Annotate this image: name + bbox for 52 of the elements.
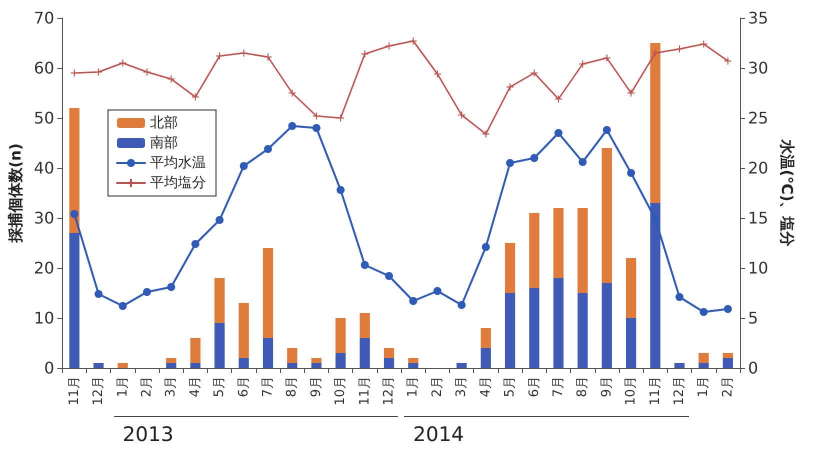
- y-tick-label: 70: [34, 8, 54, 28]
- x-tick-label: 12月: [382, 376, 397, 406]
- x-tick-label: 2月: [139, 376, 154, 398]
- x-tick-label: 2月: [430, 376, 445, 398]
- x-tick-label: 1月: [406, 376, 421, 398]
- x-tick-label: 2月: [720, 376, 736, 398]
- legend-label: 北部: [150, 115, 178, 131]
- x-tick-label: 10月: [333, 376, 348, 406]
- y2-tick-label: 0: [748, 358, 758, 378]
- x-tick-label: 6月: [526, 376, 542, 398]
- y-tick-label: 20: [34, 258, 54, 278]
- y2-axis-title: 水温(℃)、塩分: [778, 138, 796, 248]
- x-tick-label: 12月: [672, 376, 687, 406]
- y-axis-title: 採捕個体数(n): [6, 143, 24, 244]
- y-tick-label: 10: [34, 308, 54, 328]
- x-tick-label: 11月: [66, 376, 82, 406]
- x-tick-label: 1月: [696, 376, 712, 398]
- x-tick-label: 12月: [91, 376, 106, 406]
- x-tick-label: 9月: [308, 376, 324, 398]
- x-tick-label: 7月: [550, 376, 566, 398]
- y2-tick-label: 25: [748, 108, 768, 128]
- y2-tick-label: 35: [748, 8, 768, 28]
- y-tick-label: 40: [34, 158, 54, 178]
- x-tick-label: 4月: [478, 376, 494, 398]
- text: 2013: [122, 422, 174, 446]
- x-tick-label: 6月: [236, 376, 252, 398]
- legend-label: 南部: [150, 135, 178, 151]
- y-tick-label: 30: [34, 208, 54, 228]
- y-tick-label: 0: [44, 358, 54, 378]
- x-tick-label: 3月: [454, 376, 470, 398]
- x-tick-label: 9月: [599, 376, 614, 398]
- x-tick-label: 5月: [502, 376, 518, 398]
- x-tick-label: 8月: [575, 376, 590, 398]
- y2-tick-label: 5: [748, 308, 758, 328]
- y-tick-label: 60: [34, 58, 54, 78]
- x-tick-label: 11月: [357, 376, 372, 406]
- y2-tick-label: 10: [748, 258, 768, 278]
- x-tick-label: 3月: [164, 376, 179, 398]
- x-tick-label: 8月: [284, 376, 300, 398]
- y2-tick-label: 20: [748, 158, 768, 178]
- x-tick-label: 1月: [115, 376, 130, 398]
- x-tick-label: 5月: [212, 376, 228, 398]
- legend-label: 平均水温: [150, 155, 206, 171]
- y-tick-label: 50: [34, 108, 54, 128]
- x-tick-label: 7月: [260, 376, 276, 398]
- legend-label: 平均塩分: [150, 175, 206, 191]
- x-tick-label: 11月: [648, 376, 663, 406]
- x-tick-label: 10月: [624, 376, 639, 406]
- x-tick-label: 4月: [188, 376, 203, 398]
- y2-tick-label: 30: [748, 58, 768, 78]
- text: 2014: [413, 422, 464, 446]
- y2-tick-label: 15: [748, 208, 768, 228]
